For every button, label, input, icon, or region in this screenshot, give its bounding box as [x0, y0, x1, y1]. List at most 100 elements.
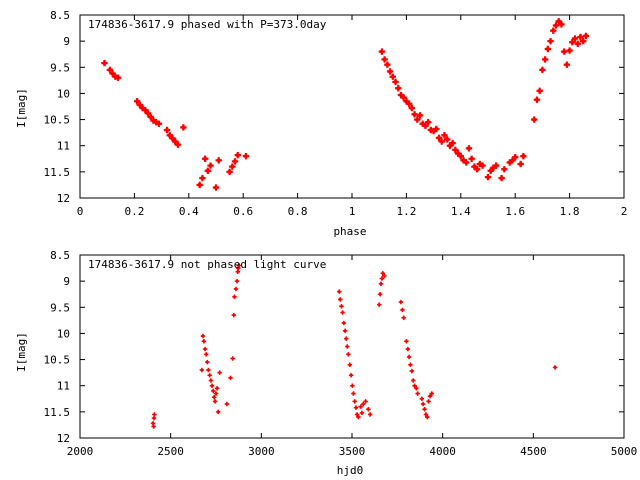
- data-point-unphased: [379, 276, 385, 281]
- data-point-phased: [438, 138, 445, 145]
- data-point-unphased: [351, 391, 356, 396]
- data-point-unphased: [233, 286, 239, 292]
- data-point-unphased: [345, 344, 350, 349]
- data-point-phased: [416, 112, 424, 119]
- data-point-unphased: [199, 367, 205, 373]
- data-point-phased: [433, 125, 440, 133]
- data-point-phased: [517, 160, 524, 168]
- data-point-unphased: [414, 386, 419, 391]
- data-point-unphased: [409, 368, 415, 374]
- data-point-unphased: [347, 362, 353, 368]
- x-tick-label: 1: [349, 205, 356, 218]
- data-point-phased: [114, 74, 122, 81]
- data-point-unphased: [350, 383, 355, 388]
- data-point-unphased: [552, 365, 558, 370]
- data-point-unphased: [342, 328, 348, 334]
- data-point-unphased: [232, 294, 237, 300]
- data-point-unphased: [341, 320, 347, 326]
- y-tick-labels-phased: 8.5 9 9.5 10 10.5 11 11.5 12: [44, 9, 71, 205]
- data-point-unphased: [419, 396, 425, 402]
- data-point-phased: [163, 126, 171, 134]
- data-point-phased: [465, 145, 473, 152]
- data-point-unphased: [203, 352, 209, 357]
- data-point-unphased: [378, 281, 384, 286]
- data-point-unphased: [224, 401, 230, 407]
- data-points-phased: [101, 18, 590, 191]
- y-tick-label: 11: [57, 380, 70, 393]
- data-point-unphased: [214, 386, 220, 391]
- data-point-phased: [389, 73, 396, 80]
- data-point-unphased: [423, 412, 429, 417]
- data-point-phased: [144, 110, 152, 117]
- data-point-phased: [384, 61, 391, 68]
- data-point-phased: [539, 66, 546, 74]
- data-point-unphased: [209, 383, 215, 388]
- data-point-phased: [569, 38, 576, 46]
- data-point-phased: [242, 152, 250, 160]
- data-point-phased: [441, 132, 448, 139]
- data-point-unphased: [211, 394, 217, 400]
- y-tick-label: 10.5: [44, 114, 71, 127]
- x-tick-label: 2500: [157, 445, 184, 458]
- axis-ticks-unphased: [79, 254, 625, 439]
- data-point-phased: [155, 120, 163, 127]
- y-tick-label: 9.5: [50, 301, 70, 314]
- data-point-unphased: [205, 359, 210, 365]
- y-tick-labels-unphased: 8.5 9 9.5 10 10.5 11 11.5 12: [44, 249, 71, 445]
- data-point-phased: [405, 100, 413, 108]
- plot-frame-phased: [79, 14, 625, 199]
- data-point-phased: [424, 118, 432, 126]
- data-point-phased: [392, 78, 399, 86]
- data-point-unphased: [337, 289, 342, 294]
- data-point-phased: [531, 116, 538, 123]
- data-point-unphased: [215, 409, 221, 415]
- data-point-phased: [552, 22, 560, 29]
- y-tick-label: 11.5: [44, 406, 71, 419]
- data-point-phased: [449, 139, 456, 147]
- data-point-unphased: [358, 404, 363, 409]
- data-point-unphased: [212, 399, 218, 404]
- x-axis-label-phased: phase: [333, 225, 366, 238]
- data-point-phased: [550, 27, 557, 34]
- data-point-phased: [582, 32, 590, 40]
- data-point-unphased: [363, 399, 368, 404]
- data-point-unphased: [429, 391, 435, 396]
- data-point-phased: [174, 141, 182, 148]
- data-point-phased: [444, 136, 451, 143]
- data-point-phased: [435, 134, 443, 142]
- y-tick-label: 10: [57, 327, 70, 340]
- data-point-phased: [473, 166, 481, 173]
- data-point-phased: [558, 21, 565, 28]
- data-point-unphased: [340, 310, 345, 315]
- data-point-unphased: [425, 414, 430, 420]
- data-point-phased: [215, 157, 222, 164]
- data-point-phased: [492, 162, 500, 169]
- data-point-phased: [378, 48, 386, 55]
- data-point-phased: [180, 124, 187, 131]
- y-tick-label: 8.5: [50, 249, 70, 262]
- y-tick-label: 12: [57, 192, 70, 205]
- data-point-unphased: [348, 373, 354, 378]
- data-point-phased: [231, 158, 239, 165]
- x-tick-label: 0: [77, 205, 84, 218]
- data-point-phased: [536, 87, 543, 95]
- data-point-unphased: [356, 414, 361, 420]
- data-point-phased: [484, 173, 492, 181]
- y-axis-label-unphased: I[mag]: [15, 332, 28, 372]
- data-point-unphased: [415, 391, 420, 396]
- data-point-unphased: [382, 273, 387, 279]
- data-point-phased: [544, 45, 552, 53]
- data-point-unphased: [234, 278, 240, 284]
- data-point-unphased: [339, 304, 344, 309]
- x-tick-label: 0.2: [124, 205, 144, 218]
- data-point-unphased: [352, 399, 357, 404]
- data-point-unphased: [404, 339, 409, 344]
- data-point-phased: [212, 184, 220, 191]
- plot-frame-unphased: [79, 254, 625, 439]
- data-point-unphased: [230, 356, 235, 361]
- x-tick-label: 1.6: [505, 205, 525, 218]
- data-point-phased: [574, 40, 581, 47]
- data-point-phased: [547, 37, 554, 45]
- data-point-unphased: [346, 352, 351, 357]
